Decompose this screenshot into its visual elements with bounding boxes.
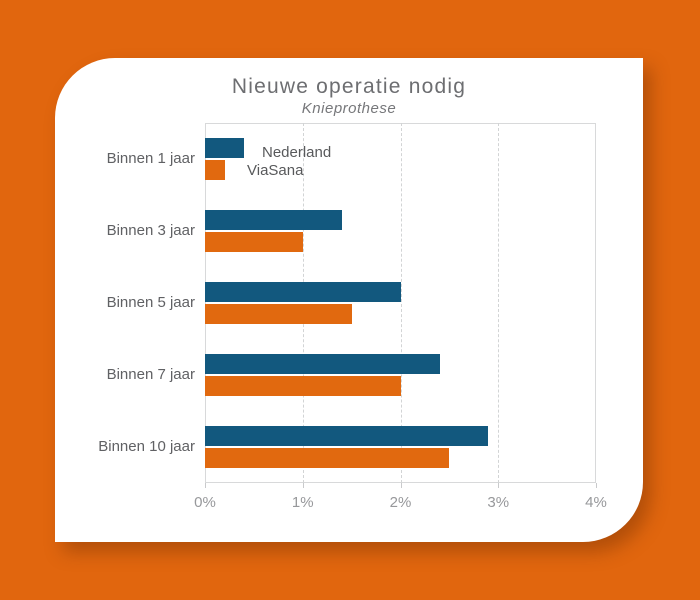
bar-nederland-5	[205, 426, 489, 446]
bar-nederland-1	[205, 138, 245, 158]
x-tick-1%	[302, 483, 304, 488]
category-label-2: Binnen 3 jaar	[106, 222, 195, 239]
bar-viasana-2	[205, 232, 303, 252]
plot-area: Nederland ViaSana	[205, 123, 596, 483]
bar-viasana-4	[205, 376, 401, 396]
category-label-5: Binnen 10 jaar	[98, 438, 195, 455]
bar-nederland-4	[205, 354, 440, 374]
x-tick-3%	[498, 483, 500, 488]
x-tick-4%	[596, 483, 597, 488]
bar-nederland-2	[205, 210, 342, 230]
category-band-2	[205, 195, 596, 267]
x-tick-0%	[205, 483, 206, 488]
category-band-1	[205, 123, 596, 195]
legend-label-nederland: Nederland	[262, 144, 332, 161]
x-tick-label-1%: 1%	[291, 494, 314, 511]
x-tick-2%	[400, 483, 402, 488]
category-label-1: Binnen 1 jaar	[106, 150, 195, 167]
gridline-1%	[302, 123, 304, 483]
chart-card: Nieuwe operatie nodig Knieprothese Neder…	[55, 58, 643, 542]
gridline-3%	[498, 123, 500, 483]
x-tick-label-2%: 2%	[389, 494, 412, 511]
x-tick-label-3%: 3%	[487, 494, 510, 511]
category-band-5	[205, 411, 596, 483]
bar-viasana-3	[205, 304, 352, 324]
legend-label-viasana: ViaSana	[247, 162, 304, 179]
x-tick-label-4%: 4%	[585, 494, 607, 511]
x-tick-label-0%: 0%	[194, 494, 216, 511]
category-label-3: Binnen 5 jaar	[106, 294, 195, 311]
bar-viasana-1	[205, 160, 225, 180]
chart-subtitle: Knieprothese	[301, 100, 397, 117]
category-band-4	[205, 339, 596, 411]
category-band-3	[205, 267, 596, 339]
category-label-4: Binnen 7 jaar	[106, 366, 195, 383]
bar-viasana-5	[205, 448, 450, 468]
gridline-2%	[400, 123, 402, 483]
chart-title: Nieuwe operatie nodig	[231, 75, 467, 98]
bar-nederland-3	[205, 282, 401, 302]
